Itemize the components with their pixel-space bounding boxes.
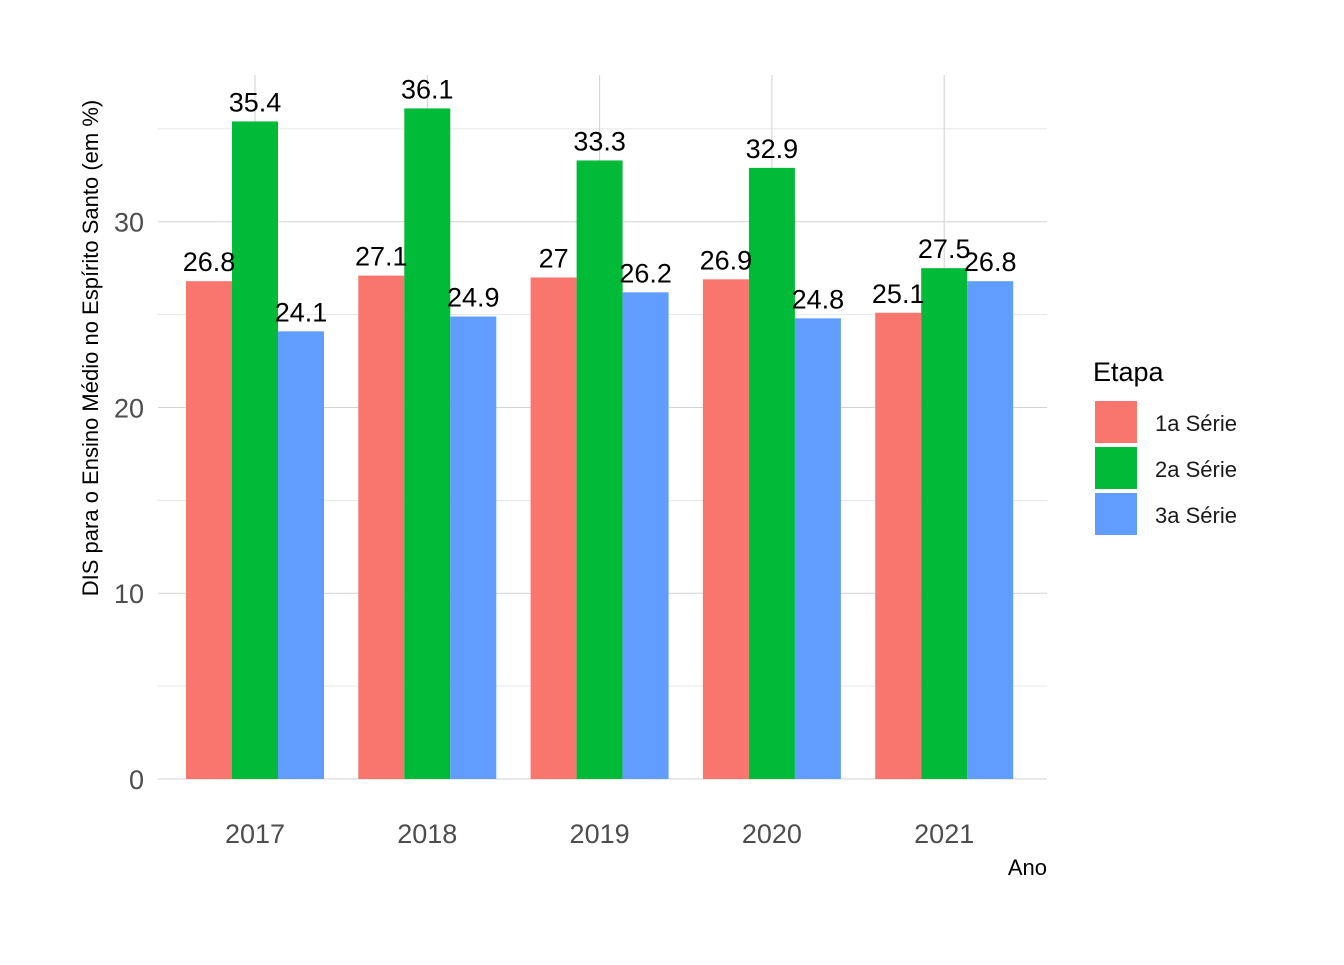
y-axis-title: DIS para o Ensino Médio no Espírito Sant…	[78, 100, 103, 596]
data-label: 24.9	[447, 282, 500, 312]
x-tick-label: 2018	[397, 819, 457, 849]
data-label: 26.8	[183, 247, 236, 277]
bar	[702, 279, 749, 779]
legend-title: Etapa	[1093, 357, 1165, 387]
y-axis: 0 10 20 30	[114, 208, 144, 795]
data-label: 27.1	[355, 242, 408, 272]
legend: Etapa 1a Série 2a Série 3a Série	[1093, 357, 1237, 535]
x-axis-title: Ano	[1008, 855, 1047, 880]
bar	[358, 275, 405, 779]
bar	[530, 277, 577, 779]
x-tick-label: 2021	[914, 819, 974, 849]
y-tick-label: 10	[114, 579, 144, 609]
data-label: 32.9	[746, 134, 799, 164]
data-label: 27	[539, 243, 569, 273]
legend-key	[1095, 447, 1137, 489]
legend-key	[1095, 401, 1137, 443]
bar	[921, 268, 968, 779]
bar	[278, 331, 324, 779]
legend-label: 2a Série	[1155, 457, 1237, 482]
data-label: 25.1	[872, 279, 925, 309]
bar	[967, 281, 1014, 779]
data-label: 27.5	[918, 234, 971, 264]
bar	[232, 121, 278, 780]
data-label: 26.9	[700, 245, 753, 275]
y-tick-label: 30	[114, 208, 144, 238]
bar	[875, 312, 922, 779]
bar	[622, 292, 669, 779]
legend-label: 1a Série	[1155, 411, 1237, 436]
y-tick-label: 0	[129, 765, 144, 795]
data-label: 24.1	[275, 297, 328, 327]
bars	[186, 108, 1014, 780]
data-label: 36.1	[401, 74, 454, 104]
x-tick-label: 2020	[742, 819, 802, 849]
data-label: 26.8	[964, 247, 1017, 277]
x-tick-label: 2019	[570, 819, 630, 849]
x-axis: 2017 2018 2019 2020 2021	[225, 819, 974, 849]
data-label: 33.3	[573, 126, 626, 156]
legend-label: 3a Série	[1155, 503, 1237, 528]
bar	[404, 108, 451, 779]
bar	[794, 318, 841, 779]
legend-key	[1095, 493, 1137, 535]
bar	[576, 160, 623, 779]
data-labels: 26.8 35.4 24.1 27.1 36.1 24.9 27 33.3 26.2 26.9 32…	[183, 74, 1017, 327]
data-label: 24.8	[792, 284, 845, 314]
x-tick-label: 2017	[225, 819, 285, 849]
bar	[186, 281, 232, 779]
y-tick-label: 20	[114, 393, 144, 423]
data-label: 26.2	[619, 258, 672, 288]
bar	[748, 167, 795, 780]
data-label: 35.4	[229, 87, 282, 117]
bar	[450, 316, 497, 779]
